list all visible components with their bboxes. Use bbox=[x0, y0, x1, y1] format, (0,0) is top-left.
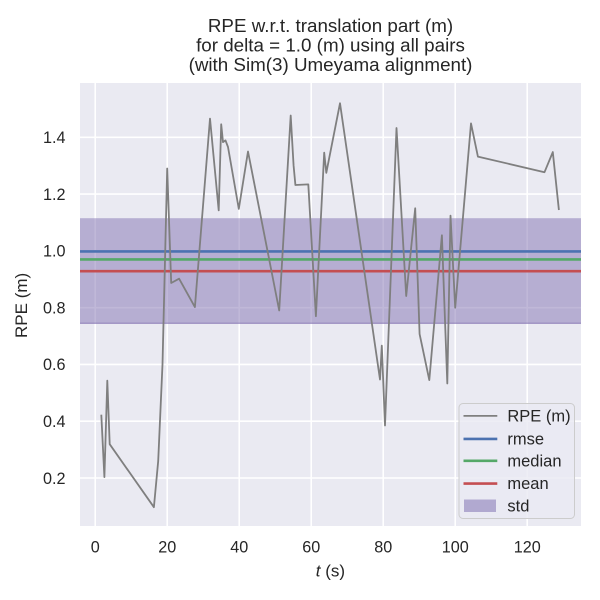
svg-text:60: 60 bbox=[302, 539, 320, 557]
svg-text:t (s): t (s) bbox=[316, 562, 345, 581]
svg-text:median: median bbox=[507, 452, 561, 470]
svg-text:100: 100 bbox=[442, 539, 469, 557]
svg-text:1.0: 1.0 bbox=[43, 243, 66, 261]
svg-text:mean: mean bbox=[507, 475, 548, 493]
svg-text:0: 0 bbox=[91, 539, 100, 557]
svg-text:40: 40 bbox=[230, 539, 248, 557]
svg-text:0.4: 0.4 bbox=[43, 413, 66, 431]
svg-text:20: 20 bbox=[158, 539, 176, 557]
svg-text:std: std bbox=[507, 497, 529, 515]
svg-text:1.2: 1.2 bbox=[43, 186, 66, 204]
svg-text:RPE (m): RPE (m) bbox=[507, 408, 570, 426]
svg-text:for delta = 1.0 (m) using all: for delta = 1.0 (m) using all pairs bbox=[196, 35, 465, 56]
svg-text:1.4: 1.4 bbox=[43, 129, 66, 147]
svg-text:0.2: 0.2 bbox=[43, 470, 66, 488]
svg-text:RPE w.r.t. translation part (m: RPE w.r.t. translation part (m) bbox=[208, 15, 453, 36]
svg-text:rmse: rmse bbox=[507, 430, 544, 448]
svg-text:RPE (m): RPE (m) bbox=[12, 273, 31, 338]
svg-text:0.6: 0.6 bbox=[43, 356, 66, 374]
svg-text:(with Sim(3) Umeyama alignment: (with Sim(3) Umeyama alignment) bbox=[189, 54, 473, 75]
svg-text:0.8: 0.8 bbox=[43, 300, 66, 318]
svg-text:120: 120 bbox=[514, 539, 541, 557]
svg-text:80: 80 bbox=[374, 539, 392, 557]
